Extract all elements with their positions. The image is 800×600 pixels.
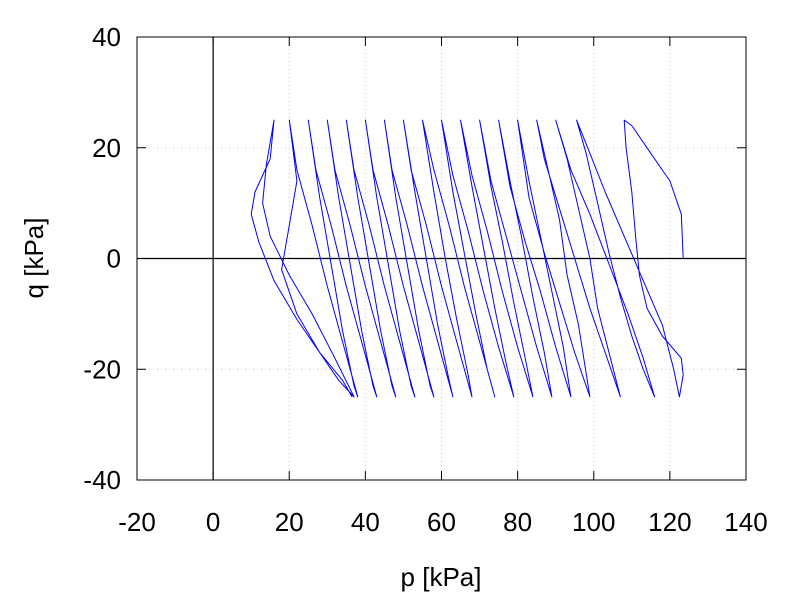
y-tick-label: 20: [92, 133, 121, 163]
x-tick-label: 100: [572, 507, 615, 537]
y-tick-label: -20: [83, 354, 121, 384]
tick-marks: [136, 36, 747, 481]
x-axis-title: p [kPa]: [401, 562, 482, 592]
x-tick-label: 120: [648, 507, 691, 537]
y-tick-label: 0: [107, 244, 121, 274]
y-tick-label: -40: [83, 465, 121, 495]
x-tick-label: 20: [275, 507, 304, 537]
y-tick-labels: -40 -20 0 20 40: [83, 22, 121, 495]
x-tick-label: 80: [503, 507, 532, 537]
y-axis-title: q [kPa]: [19, 218, 49, 299]
x-tick-labels: -20 0 20 40 60 80 100 120 140: [118, 507, 767, 537]
x-tick-label: -20: [118, 507, 156, 537]
zero-lines: [137, 37, 746, 480]
x-tick-label: 0: [206, 507, 220, 537]
y-tick-label: 40: [92, 22, 121, 52]
x-tick-label: 140: [724, 507, 767, 537]
series-line: [250, 119, 684, 398]
x-tick-label: 60: [427, 507, 456, 537]
x-tick-label: 40: [351, 507, 380, 537]
series-group: [250, 119, 684, 398]
